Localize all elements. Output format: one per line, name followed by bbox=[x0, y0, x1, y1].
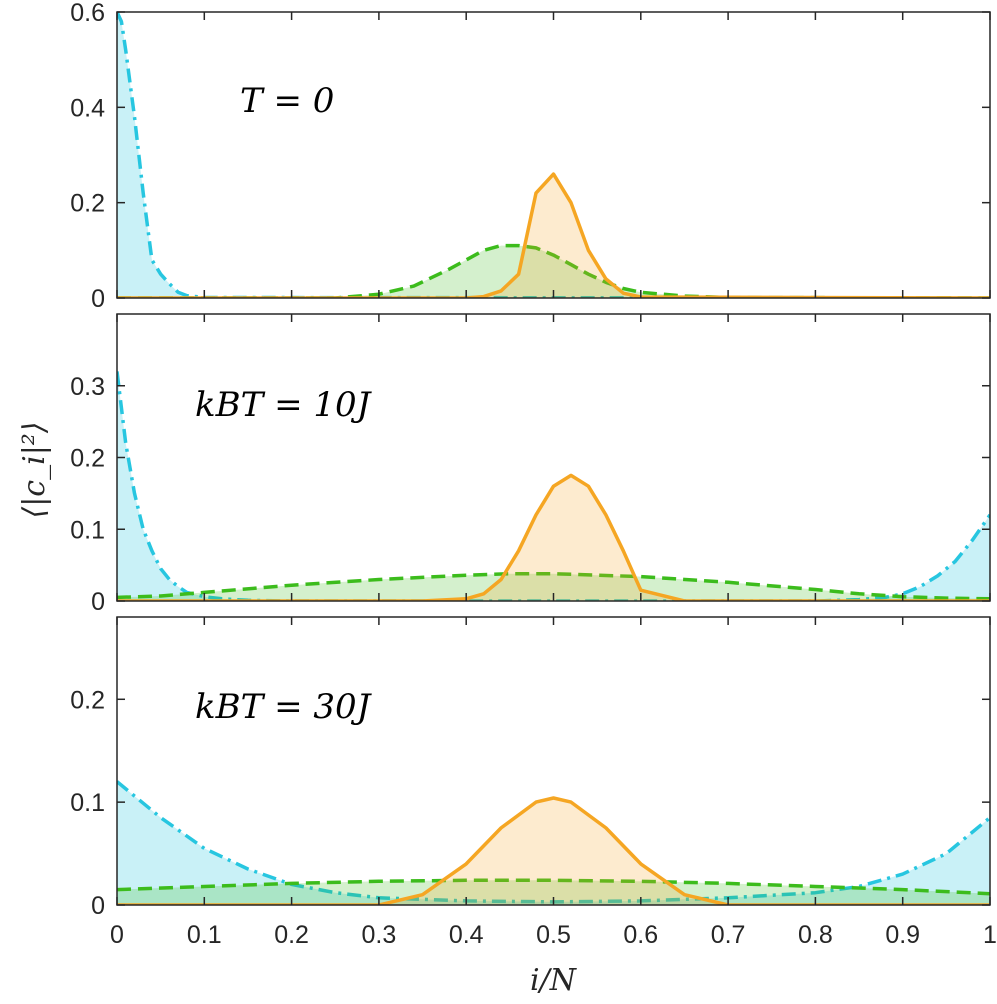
y-tick-label: 0.4 bbox=[70, 94, 105, 122]
panel-plot-area bbox=[117, 780, 990, 905]
panels-layer: 0 0.2 0.4 0.6 T = 0 0 0.1 0.2 0.3 kBT = 10J 0 0.1 0.… bbox=[70, 0, 997, 949]
x-axis-label: i/N bbox=[530, 963, 578, 998]
series-orange-line bbox=[117, 473, 990, 601]
series-orange-area bbox=[117, 174, 990, 298]
series-cyan-area bbox=[117, 781, 990, 905]
series-green-line bbox=[117, 243, 990, 298]
series-green-line bbox=[117, 878, 990, 896]
x-tick-label: 1 bbox=[983, 921, 997, 949]
x-tick-label: 0.6 bbox=[623, 921, 658, 949]
series-green-area bbox=[117, 573, 990, 601]
y-tick-label: 0.2 bbox=[70, 445, 105, 473]
y-tick-label: 0.2 bbox=[70, 686, 105, 714]
panel-annotation: kBT = 10J bbox=[195, 385, 373, 425]
y-tick-label: 0 bbox=[91, 892, 105, 920]
x-tick-label: 0 bbox=[110, 921, 124, 949]
x-tick-label: 0.3 bbox=[362, 921, 397, 949]
series-orange-line bbox=[117, 796, 990, 905]
series-orange-area bbox=[117, 475, 990, 601]
series-orange-line bbox=[117, 172, 990, 298]
y-tick-label: 0.3 bbox=[70, 373, 105, 401]
series-green-line bbox=[117, 571, 990, 601]
panel-1: 0 0.2 0.4 0.6 T = 0 bbox=[70, 0, 991, 313]
y-tick-label: 0 bbox=[91, 285, 105, 313]
y-tick-label: 0.6 bbox=[70, 0, 105, 27]
panel-plot-area bbox=[117, 371, 990, 601]
y-axis-label: ⟨|c_i|²⟩ bbox=[17, 421, 52, 518]
panel-annotation: T = 0 bbox=[240, 81, 334, 121]
series-orange-area bbox=[117, 798, 990, 905]
series-cyan-line bbox=[117, 12, 990, 298]
y-tick-label: 0 bbox=[91, 588, 105, 616]
x-tick-label: 0.9 bbox=[885, 921, 920, 949]
panel-2: 0 0.1 0.2 0.3 kBT = 10J bbox=[70, 313, 991, 616]
x-tick-label: 0.4 bbox=[449, 921, 484, 949]
panel-plot-area bbox=[117, 12, 990, 298]
series-green-area bbox=[117, 245, 990, 298]
y-tick-label: 0.1 bbox=[70, 516, 105, 544]
panel-3: 0 0.1 0.2 0 0.1 0.2 0.3 0.4 0.5 0.6 0.7 0.8 0.9 1 kBT … bbox=[70, 616, 997, 949]
x-tick-label: 0.8 bbox=[798, 921, 833, 949]
x-tick-label: 0.7 bbox=[711, 921, 746, 949]
y-tick-label: 0.1 bbox=[70, 789, 105, 817]
y-tick-label: 0.2 bbox=[70, 190, 105, 218]
x-tick-label: 0.1 bbox=[187, 921, 222, 949]
x-tick-label: 0.5 bbox=[536, 921, 571, 949]
panel-annotation: kBT = 30J bbox=[195, 687, 373, 727]
series-cyan-line bbox=[117, 780, 990, 904]
x-tick-label: 0.2 bbox=[274, 921, 309, 949]
